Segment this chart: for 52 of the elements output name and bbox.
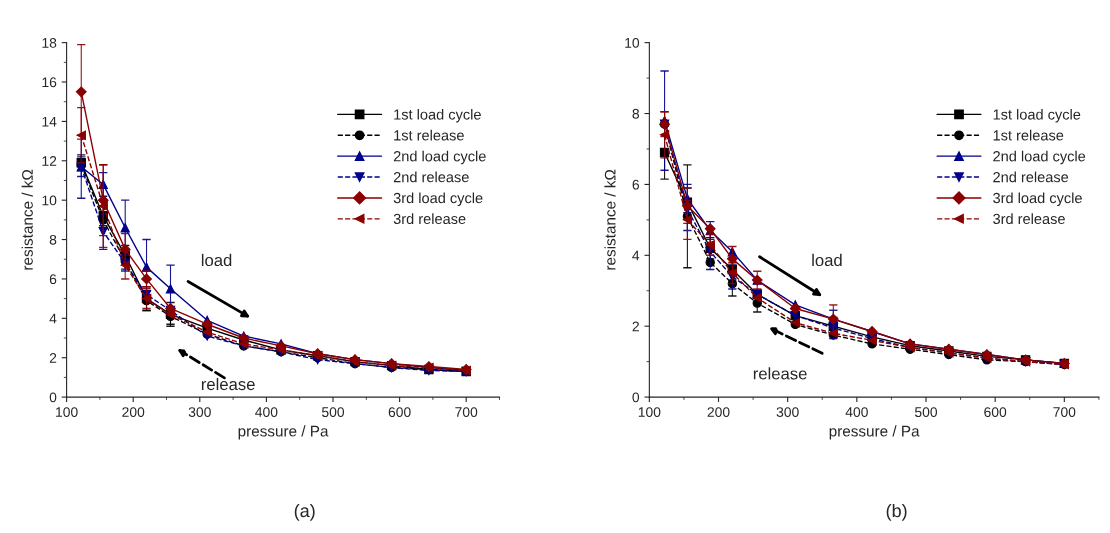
text: (a) bbox=[294, 503, 315, 521]
x-tick-label: 600 bbox=[984, 407, 1007, 418]
legend-label: 3rd load cycle bbox=[393, 192, 483, 207]
y-tick-label: 10 bbox=[625, 37, 640, 48]
x-tick-label: 400 bbox=[255, 407, 278, 418]
legend-label: 2nd load cycle bbox=[393, 150, 486, 165]
annotation: load bbox=[201, 253, 232, 267]
y-tick-label: 12 bbox=[42, 156, 57, 166]
y-tick-label: 10 bbox=[42, 195, 57, 206]
legend-label: 1st load cycle bbox=[394, 108, 481, 123]
y-axis-title: resistance / kΩ bbox=[21, 169, 33, 270]
y-axis-title: resistance / kΩ bbox=[604, 169, 616, 270]
x-tick-label: 300 bbox=[188, 407, 211, 418]
legend-label: 2nd load cycle bbox=[993, 150, 1086, 165]
y-tick-label: 0 bbox=[49, 392, 57, 403]
y-tick-label: 2 bbox=[632, 321, 639, 332]
x-tick-label: 200 bbox=[122, 407, 145, 418]
legend-label: 1st release bbox=[993, 129, 1064, 141]
y-tick-label: 16 bbox=[42, 77, 57, 88]
x-tick-label: 300 bbox=[776, 407, 799, 418]
x-tick-label: 100 bbox=[56, 407, 78, 418]
x-tick-label: 200 bbox=[707, 407, 730, 418]
legend-label: 2nd release bbox=[393, 171, 469, 183]
y-tick-label: 2 bbox=[49, 353, 57, 363]
annotation: release bbox=[753, 367, 807, 380]
text: (b) bbox=[886, 503, 907, 521]
legend-label: 2nd release bbox=[993, 171, 1069, 183]
x-tick-label: 500 bbox=[321, 407, 345, 418]
legend-label: 3rd release bbox=[993, 213, 1065, 225]
legend-label: 1st load cycle bbox=[993, 108, 1081, 123]
y-tick-label: 6 bbox=[632, 179, 640, 190]
y-tick-label: 18 bbox=[42, 37, 57, 48]
y-tick-label: 0 bbox=[632, 392, 640, 403]
legend-label: 3rd load cycle bbox=[993, 192, 1082, 207]
y-tick-label: 8 bbox=[49, 234, 57, 245]
y-tick-label: 4 bbox=[632, 250, 640, 261]
y-tick-label: 14 bbox=[42, 116, 57, 127]
x-tick-label: 700 bbox=[1053, 407, 1076, 418]
y-tick-label: 6 bbox=[49, 274, 57, 285]
legend-label: 3rd release bbox=[393, 213, 466, 225]
x-tick-label: 100 bbox=[638, 407, 661, 418]
x-tick-label: 700 bbox=[455, 407, 478, 418]
x-axis-title: pressure / Pa bbox=[829, 425, 920, 440]
x-tick-label: 400 bbox=[845, 407, 868, 418]
legend-label: 1st release bbox=[394, 129, 464, 141]
x-tick-label: 500 bbox=[914, 407, 938, 418]
x-axis-title: pressure / Pa bbox=[238, 425, 329, 440]
y-tick-label: 4 bbox=[49, 313, 57, 324]
y-tick-label: 8 bbox=[632, 108, 640, 119]
annotation: load bbox=[812, 253, 842, 267]
annotation: release bbox=[201, 377, 255, 391]
x-tick-label: 600 bbox=[388, 407, 411, 418]
